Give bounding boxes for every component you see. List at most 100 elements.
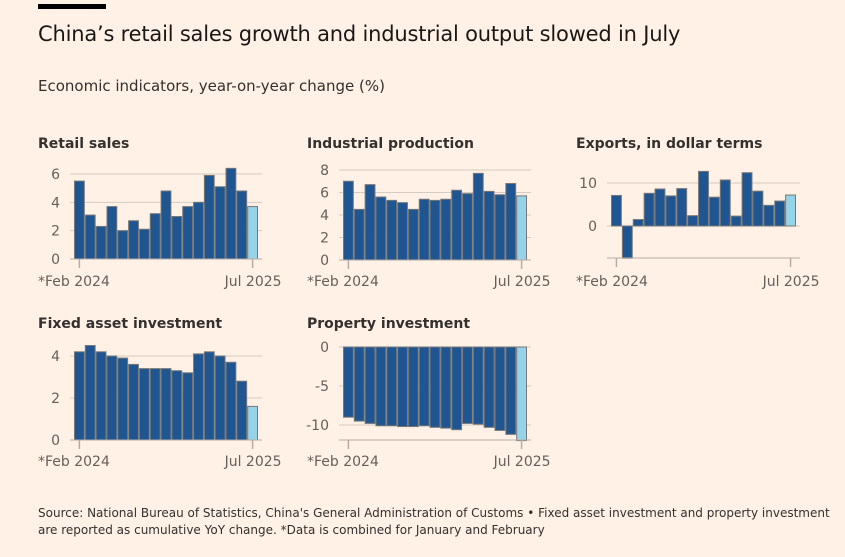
bar [149,213,161,260]
bar [698,170,709,227]
panel-title-retail: Retail sales [38,136,130,152]
bar [160,368,172,441]
y-tick-label: 2 [51,224,60,240]
bar [440,346,452,429]
y-tick-label: 4 [320,208,329,224]
bar [730,215,742,227]
bar [182,206,194,260]
bar [516,346,527,442]
panel-title-property: Property investment [307,316,471,332]
y-tick-label: 8 [320,163,329,179]
bar [84,345,96,441]
bar [451,189,463,261]
bar [472,172,484,261]
bar [193,353,204,441]
bar [74,180,85,260]
bar [676,188,688,227]
y-tick-label: 6 [51,167,60,183]
bar [247,405,258,441]
bar [462,346,473,424]
bar [182,372,194,441]
panel-4: 0 -5 -10 *Feb 2024 Jul 2025 [306,340,550,470]
bar [149,368,161,441]
bar [752,190,764,227]
chart-subtitle: Economic indicators, year-on-year change… [38,77,385,95]
bar [505,346,517,435]
y-tick-label: 0 [588,219,597,235]
bar [84,214,96,260]
x-label-start: *Feb 2024 [307,274,379,290]
bar [386,199,398,261]
panel-1: 0 2 4 6 8 *Feb 2024 Jul 2025 [307,163,551,290]
bar [214,355,226,441]
bar [95,225,107,260]
bar [763,204,775,227]
bar [117,230,129,260]
bar [483,190,495,261]
brand-bar [38,4,106,9]
bar [106,206,118,260]
chart-title: China’s retail sales growth and industri… [38,22,681,46]
bar [440,198,452,261]
bar [225,361,237,441]
bar [418,198,430,261]
y-tick-label: 4 [51,195,60,211]
bar [643,192,655,227]
panel-title-fai: Fixed asset investment [38,316,223,332]
panel-title-industrial: Industrial production [307,136,474,152]
bar [117,357,129,441]
y-tick-label: 6 [320,186,329,202]
bar [160,190,172,260]
bar [418,346,430,427]
bar [621,225,633,259]
bar [785,194,797,227]
panel-3: 0 2 4 *Feb 2024 Jul 2025 [38,345,282,470]
bar [429,199,441,261]
bar [193,201,204,260]
bar [451,346,463,431]
y-tick-label: 0 [320,340,329,356]
bar [353,208,365,261]
y-tick-label: 0 [320,253,329,269]
bar [386,346,398,427]
bar [203,351,215,441]
bar [494,194,506,261]
bar [375,346,387,427]
bar [719,179,731,227]
bar [429,346,441,428]
bar [138,228,150,260]
y-tick-label: 2 [51,391,60,407]
x-label-end: Jul 2025 [224,274,282,290]
x-label-start: *Feb 2024 [307,454,379,470]
bar [74,351,85,441]
bar [741,172,753,227]
bar [632,219,644,227]
bar [171,216,183,260]
bar [472,346,484,425]
bar [611,194,622,227]
bar [236,380,248,441]
bar [214,186,226,260]
y-tick-label: 10 [579,176,597,192]
y-tick-label: 4 [51,349,60,365]
bar [138,368,150,441]
bar [343,180,354,261]
bar [95,351,107,441]
bar [364,184,376,261]
bar [106,355,118,441]
bar [462,193,473,261]
x-label-end: Jul 2025 [493,274,551,290]
panel-title-exports: Exports, in dollar terms [576,136,763,152]
bar [665,195,677,227]
y-tick-label: 0 [51,433,60,449]
source-note: Source: National Bureau of Statistics, C… [38,506,830,537]
bar [397,346,408,428]
bar [774,200,786,227]
bar [516,195,527,261]
bar [203,174,215,260]
x-label-end: Jul 2025 [224,454,282,470]
panel-0: 0 2 4 6 *Feb 2024 Jul 2025 [38,167,282,290]
bar [128,363,139,441]
bar [171,370,183,441]
